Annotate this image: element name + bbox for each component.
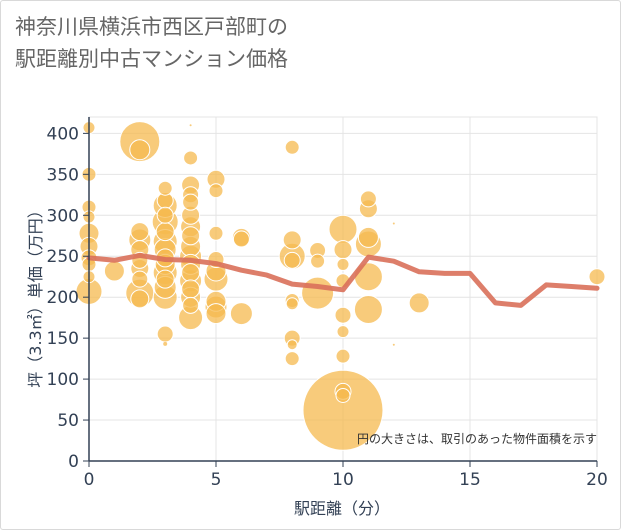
bubble xyxy=(335,348,351,364)
bubble xyxy=(208,183,224,199)
bubble-layer xyxy=(75,121,606,451)
bubble xyxy=(392,343,395,346)
bubble xyxy=(229,302,253,326)
y-tick-label: 400 xyxy=(47,124,79,144)
bubble xyxy=(285,297,299,311)
y-tick-label: 150 xyxy=(47,329,79,349)
bubble xyxy=(183,150,199,166)
bubble xyxy=(302,369,384,451)
bubble xyxy=(301,276,335,310)
y-axis-label: 坪（3.3㎡）単価（万円） xyxy=(26,202,45,387)
x-tick-label: 15 xyxy=(459,470,481,490)
y-tick-label: 350 xyxy=(47,165,79,185)
bubble xyxy=(157,180,173,196)
bubble xyxy=(232,230,250,248)
bubble xyxy=(129,139,151,161)
y-tick-label: 100 xyxy=(47,370,79,390)
bubble xyxy=(156,325,174,343)
x-axis-label: 駅距離（分） xyxy=(294,499,390,518)
bubble xyxy=(208,225,224,241)
bubble xyxy=(156,206,174,224)
bubble xyxy=(359,190,377,208)
bubble xyxy=(205,303,227,325)
bubble xyxy=(284,139,300,155)
y-tick-label: 0 xyxy=(68,452,79,472)
y-tick-label: 300 xyxy=(47,206,79,226)
bubble xyxy=(181,263,201,283)
bubble xyxy=(181,279,201,299)
bubble xyxy=(189,124,192,127)
bubble xyxy=(284,351,300,367)
bubble xyxy=(588,268,606,286)
y-tick-label: 50 xyxy=(57,411,79,431)
bubble xyxy=(283,251,301,269)
bubble xyxy=(155,269,175,289)
bubble xyxy=(334,306,352,324)
title-line-1: 神奈川県横浜市西区戸部町の xyxy=(15,15,288,39)
bubble xyxy=(182,193,200,211)
page-title: 神奈川県横浜市西区戸部町の 駅距離別中古マンション価格 xyxy=(15,11,288,75)
bubble xyxy=(163,341,168,346)
bubble xyxy=(333,240,353,260)
bubble xyxy=(336,257,350,271)
bubble xyxy=(282,230,302,250)
bubble xyxy=(182,296,200,314)
x-tick-label: 20 xyxy=(586,470,608,490)
bubble xyxy=(131,270,149,288)
x-tick-label: 10 xyxy=(332,470,354,490)
title-line-2: 駅距離別中古マンション価格 xyxy=(15,47,288,71)
bubble xyxy=(310,253,326,269)
bubble xyxy=(181,226,201,246)
bubble xyxy=(328,214,358,244)
y-tick-label: 250 xyxy=(47,247,79,267)
y-tick-label: 200 xyxy=(47,288,79,308)
bubble xyxy=(335,387,351,403)
average-line-layer xyxy=(86,252,600,308)
bubble xyxy=(336,325,350,339)
bubble xyxy=(103,260,125,282)
bubble xyxy=(286,339,298,351)
average-line xyxy=(86,252,600,308)
bubble xyxy=(357,226,379,248)
bubble xyxy=(392,222,395,225)
size-note: 円の大きさは、取引のあった物件面積を示す xyxy=(357,431,597,446)
bubble xyxy=(353,294,383,324)
bubble xyxy=(130,289,150,309)
bubble xyxy=(408,292,430,314)
axes: 0 50 100 150 200 250 300 350 400 0 5 10 15 20 xyxy=(47,117,608,490)
bubble xyxy=(155,222,175,242)
x-tick-label: 0 xyxy=(84,470,95,490)
bubble xyxy=(130,222,150,242)
x-tick-label: 5 xyxy=(211,470,222,490)
